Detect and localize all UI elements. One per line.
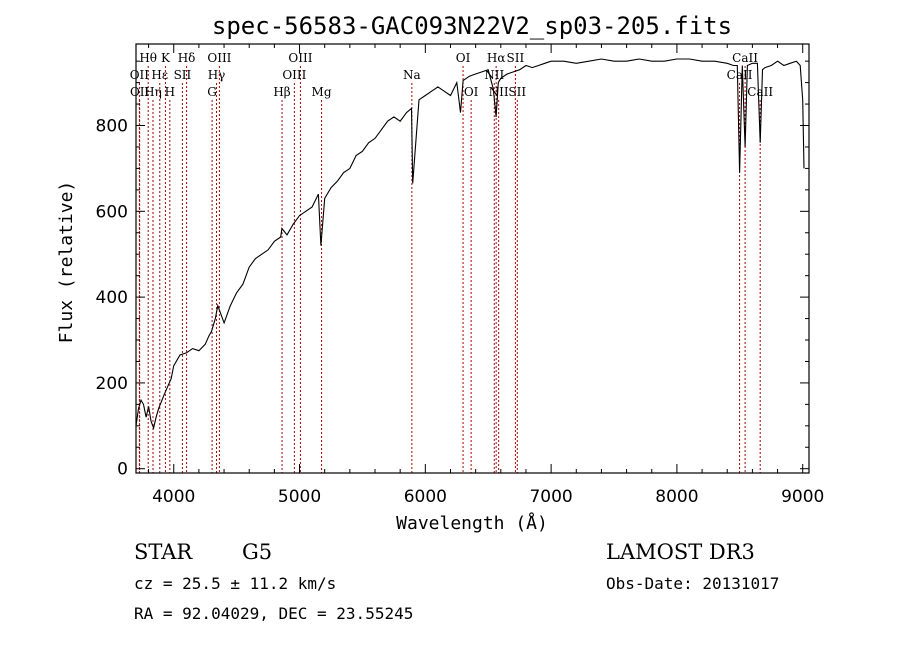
spectrum-line	[135, 58, 805, 430]
line-label: OIII	[207, 51, 231, 65]
line-label: Hβ	[273, 85, 290, 99]
x-tick-label: 5000	[278, 487, 321, 507]
line-label: SII	[508, 85, 526, 99]
line-label: SII	[174, 68, 192, 82]
line-label: CaII	[747, 85, 773, 99]
survey-name: LAMOST DR3	[606, 540, 755, 564]
line-label: CaII	[727, 68, 753, 82]
line-label: OIII	[288, 51, 312, 65]
line-label: OII	[130, 85, 150, 99]
line-label: OI	[464, 85, 479, 99]
line-label: Mg	[312, 85, 332, 99]
x-tick-label: 4000	[152, 487, 195, 507]
y-axis-label: Flux (relative)	[56, 181, 77, 344]
line-label: Hα	[487, 51, 506, 65]
chart-title: spec-56583-GAC093N22V2_sp03-205.fits	[212, 12, 732, 40]
object-subclass: G5	[242, 540, 272, 564]
plot-frame	[135, 43, 810, 474]
y-tick-label: 600	[96, 202, 128, 222]
line-label: Na	[403, 68, 421, 82]
line-label: Hγ	[208, 68, 226, 82]
line-label: OI	[456, 51, 471, 65]
x-tick-label: 6000	[404, 487, 447, 507]
line-label: Hθ	[139, 51, 157, 65]
line-markers	[138, 66, 761, 473]
line-label: K	[161, 51, 171, 65]
x-tick-label: 9000	[781, 487, 824, 507]
redshift-text: cz = 25.5 ± 11.2 km/s	[134, 574, 336, 593]
line-label: Hδ	[178, 51, 196, 65]
line-label: CaII	[732, 51, 758, 65]
line-label: Hη	[144, 85, 162, 99]
line-label: H	[165, 85, 175, 99]
x-tick-label: 7000	[529, 487, 572, 507]
y-axis-ticks: 0 200 400 600 800	[96, 60, 809, 480]
coordinates-text: RA = 92.04029, DEC = 23.55245	[134, 604, 413, 623]
y-tick-label: 0	[117, 460, 128, 480]
obs-date-text: Obs-Date: 20131017	[606, 574, 779, 593]
x-tick-label: 8000	[655, 487, 698, 507]
line-label: SII	[507, 51, 525, 65]
y-tick-label: 800	[96, 117, 128, 137]
y-tick-label: 400	[96, 288, 128, 308]
line-label: Hε	[151, 68, 168, 82]
line-label: NII	[484, 68, 504, 82]
line-label: G	[207, 85, 217, 99]
y-tick-label: 200	[96, 374, 128, 394]
x-axis-ticks: 4000 5000 6000 7000 8000 9000	[148, 44, 824, 507]
line-label: OII	[130, 68, 150, 82]
line-label: OIII	[282, 68, 306, 82]
line-label: NII	[489, 85, 509, 99]
object-class: STAR	[134, 540, 193, 564]
x-axis-label: Wavelength (Å)	[396, 512, 548, 534]
